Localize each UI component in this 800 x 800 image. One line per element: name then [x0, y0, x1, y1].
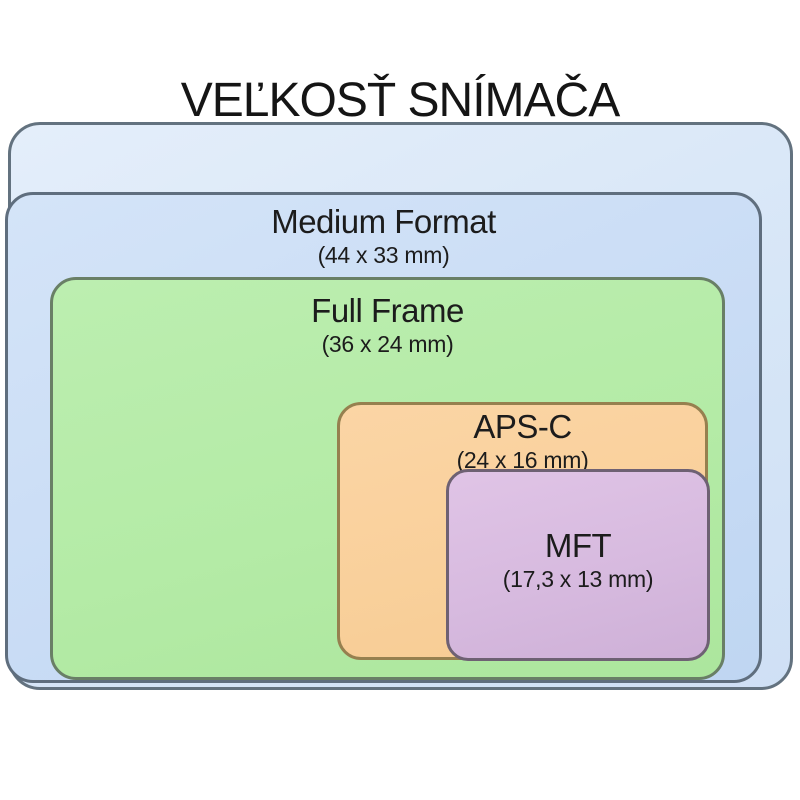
- mft-label: MFT: [544, 527, 612, 564]
- medium-format-dimensions: (44 x 33 mm): [317, 241, 450, 268]
- mft-label-group: MFT (17,3 x 13 mm): [449, 528, 707, 592]
- layer-aps-c: APS-C (24 x 16 mm) MFT (17,3 x 13 mm): [337, 402, 710, 661]
- full-frame-label-group: Full Frame (36 x 24 mm): [53, 293, 722, 357]
- layer-medium-format: Medium Format (44 x 33 mm) Full Frame (3…: [5, 192, 762, 683]
- mft-dimensions: (17,3 x 13 mm): [502, 565, 654, 592]
- layer-full-frame: Full Frame (36 x 24 mm) APS-C (24 x 16 m…: [50, 277, 725, 680]
- page-title: VEĽKOSŤ SNÍMAČA: [180, 74, 620, 128]
- aps-c-label-group: APS-C (24 x 16 mm): [340, 409, 705, 473]
- full-frame-dimensions: (36 x 24 mm): [321, 330, 454, 357]
- aps-c-dimensions: (24 x 16 mm): [456, 446, 589, 473]
- aps-c-label: APS-C: [473, 408, 572, 445]
- medium-format-label-group: Medium Format (44 x 33 mm): [8, 204, 759, 268]
- layer-outer-sensor: Medium Format (44 x 33 mm) Full Frame (3…: [5, 122, 793, 690]
- layer-mft: MFT (17,3 x 13 mm): [446, 469, 710, 661]
- medium-format-label: Medium Format: [271, 203, 496, 240]
- full-frame-label: Full Frame: [311, 292, 464, 329]
